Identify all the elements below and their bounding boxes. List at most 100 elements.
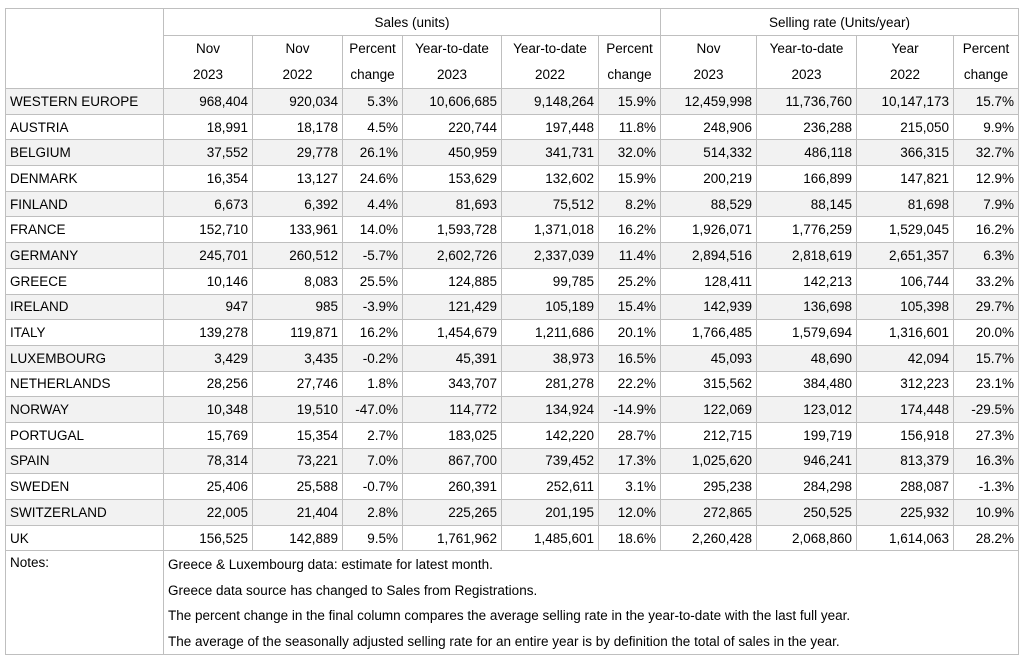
value-cell: 18,991 — [163, 113, 253, 141]
value-cell: 22,005 — [163, 499, 253, 526]
value-cell: 1,593,728 — [402, 216, 502, 244]
value-cell: 11.4% — [597, 242, 662, 269]
value-cell: -0.2% — [342, 344, 403, 372]
value-cell: 75,512 — [501, 190, 599, 218]
value-cell: 73,221 — [252, 447, 343, 475]
value-cell: 12.9% — [953, 165, 1020, 192]
value-cell: 4.5% — [342, 113, 403, 141]
column-header-line: Nov — [285, 41, 310, 56]
column-header-line: Year-to-date — [513, 41, 587, 56]
value-cell: 199,719 — [756, 421, 858, 449]
corner-cell — [5, 8, 164, 89]
value-cell: 20.0% — [953, 319, 1020, 346]
value-cell: 2,818,619 — [756, 242, 858, 269]
column-header-line: 2022 — [890, 67, 921, 82]
column-header: Year-to-date 2022 — [501, 35, 599, 89]
value-cell: 88,145 — [756, 190, 858, 218]
value-cell: 15.9% — [597, 165, 662, 192]
value-cell: 2,651,357 — [856, 242, 955, 269]
value-cell: 25.5% — [342, 267, 403, 295]
value-cell: 10,147,173 — [856, 88, 955, 115]
value-cell: 25.2% — [597, 267, 662, 295]
value-cell: 11,736,760 — [756, 88, 858, 115]
value-cell: 15.7% — [953, 88, 1020, 115]
country-cell: SWITZERLAND — [5, 499, 164, 526]
value-cell: 37,552 — [163, 139, 253, 167]
value-cell: 128,411 — [660, 267, 758, 295]
value-cell: 81,693 — [402, 190, 502, 218]
note-row: The percent change in the final column c… — [6, 602, 1020, 629]
value-cell: 248,906 — [660, 113, 758, 141]
value-cell: 1,454,679 — [402, 319, 502, 346]
value-cell: 156,525 — [163, 524, 253, 552]
value-cell: 10,348 — [163, 396, 253, 423]
notes-label: Notes: — [5, 550, 164, 656]
column-header-line: Percent — [349, 41, 396, 56]
value-cell: 17.3% — [597, 447, 662, 475]
value-cell: 2,068,860 — [756, 524, 858, 552]
table-row: ITALY 139,278 119,871 16.2% 1,454,679 1,211,6… — [5, 319, 1020, 346]
value-cell: 212,715 — [660, 421, 758, 449]
country-cell: PORTUGAL — [5, 421, 164, 449]
value-cell: -1.3% — [953, 473, 1020, 500]
value-cell: 15,354 — [252, 421, 343, 449]
country-cell: SPAIN — [5, 447, 164, 475]
value-cell: 152,710 — [163, 216, 253, 244]
value-cell: 25,406 — [163, 473, 253, 500]
note-row: Notes: Greece & Luxembourg data: estimate… — [5, 550, 1020, 656]
value-cell: 236,288 — [756, 113, 858, 141]
value-cell: 245,701 — [163, 242, 253, 269]
value-cell: 272,865 — [660, 499, 758, 526]
value-cell: 124,885 — [402, 267, 502, 295]
value-cell: 119,871 — [252, 319, 343, 346]
value-cell: 28,256 — [163, 370, 253, 398]
column-header-line: Nov — [696, 41, 721, 56]
column-header-line: 2023 — [192, 67, 224, 82]
value-cell: 16.2% — [342, 319, 403, 346]
column-header: Year-to-date 2023 — [402, 35, 502, 89]
value-cell: 15.4% — [597, 293, 662, 321]
table-row: NORWAY 10,348 19,510 -47.0% 114,772 134,924 -1… — [5, 396, 1020, 423]
value-cell: 174,448 — [856, 396, 955, 423]
value-cell: 132,602 — [501, 165, 599, 192]
value-cell: 5.3% — [342, 88, 403, 115]
value-cell: 10.9% — [953, 499, 1020, 526]
column-header-line: 2022 — [534, 67, 566, 82]
value-cell: 25,588 — [252, 473, 343, 500]
value-cell: 220,744 — [402, 113, 502, 141]
table-row: SPAIN 78,314 73,221 7.0% 867,700 739,452 17.3%… — [5, 447, 1020, 475]
value-cell: 366,315 — [856, 139, 955, 167]
value-cell: 920,034 — [252, 88, 343, 115]
value-cell: 1,926,071 — [660, 216, 758, 244]
column-header-line: Nov — [195, 41, 220, 56]
value-cell: 18.6% — [597, 524, 662, 552]
note-row: Greece data source has changed to Sales … — [6, 577, 1020, 603]
column-header: Nov 2022 — [252, 35, 343, 89]
column-header: Nov 2023 — [660, 35, 758, 89]
value-cell: 147,821 — [856, 165, 955, 192]
table-row: UK 156,525 142,889 9.5% 1,761,962 1,485,601 18… — [5, 524, 1020, 552]
value-cell: 45,093 — [660, 344, 758, 372]
value-cell: 15.7% — [953, 344, 1020, 372]
column-header-line: 2023 — [791, 67, 822, 82]
country-cell: ITALY — [5, 319, 164, 346]
table-row: GERMANY 245,701 260,512 -5.7% 2,602,726 2,337… — [5, 242, 1020, 269]
value-cell: 201,195 — [501, 499, 599, 526]
value-cell: 9.5% — [342, 524, 403, 552]
value-cell: 252,611 — [501, 473, 599, 500]
column-header-line: 2023 — [693, 67, 724, 82]
value-cell: 20.1% — [597, 319, 662, 346]
value-cell: 281,278 — [501, 370, 599, 398]
value-cell: 153,629 — [402, 165, 502, 192]
value-cell: 2.8% — [342, 499, 403, 526]
value-cell: 139,278 — [163, 319, 253, 346]
value-cell: 3.1% — [597, 473, 662, 500]
value-cell: 1,371,018 — [501, 216, 599, 244]
value-cell: 10,146 — [163, 267, 253, 295]
value-cell: 813,379 — [856, 447, 955, 475]
value-cell: 288,087 — [856, 473, 955, 500]
value-cell: 134,924 — [501, 396, 599, 423]
column-header-line: change — [350, 67, 395, 82]
note-text: Greece & Luxembourg data: estimate for l… — [162, 550, 1020, 578]
value-cell: 1,529,045 — [856, 216, 955, 244]
